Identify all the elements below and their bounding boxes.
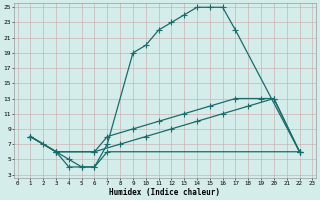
X-axis label: Humidex (Indice chaleur): Humidex (Indice chaleur)	[109, 188, 220, 197]
